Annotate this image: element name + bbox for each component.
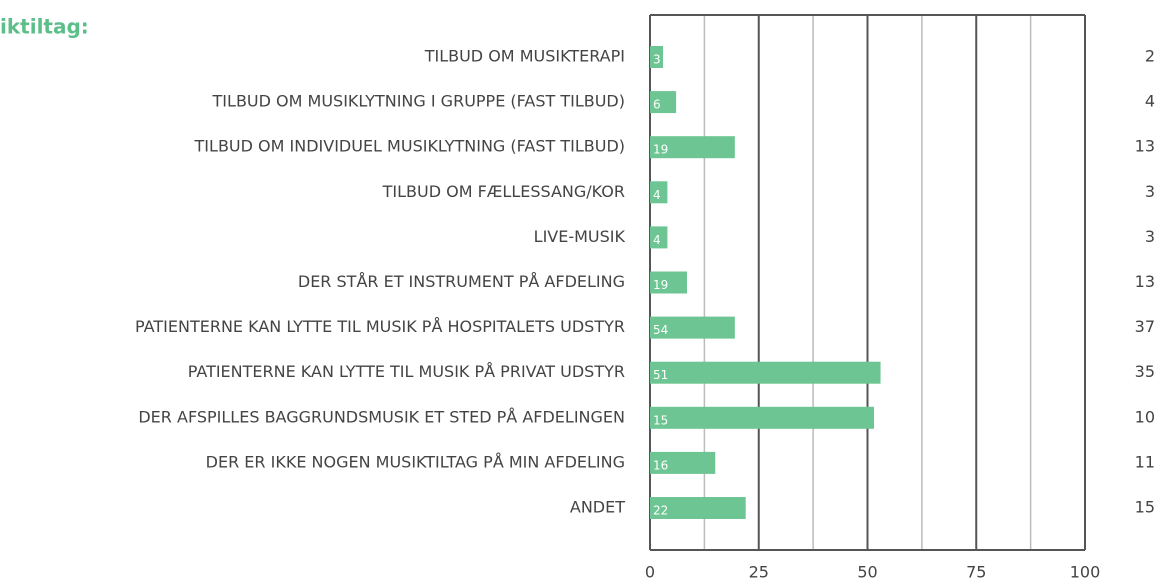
count-label: 4 (1145, 92, 1155, 111)
bar-label: 15 (653, 413, 668, 427)
bar-label: 19 (653, 143, 668, 157)
bar (650, 361, 881, 384)
bar-label: 54 (653, 323, 668, 337)
bar (650, 226, 668, 249)
bar (650, 497, 746, 519)
x-tick-label: 50 (857, 563, 877, 582)
bar-label: 22 (653, 504, 668, 518)
count-label: 10 (1135, 407, 1155, 426)
x-tick-label: 0 (645, 563, 655, 582)
chart-title: iktiltag: (0, 15, 89, 39)
bar (650, 451, 716, 474)
x-tick-label: 75 (966, 563, 986, 582)
count-label: 37 (1135, 317, 1155, 336)
category-label: LIVE-MUSIK (534, 227, 626, 246)
bar (650, 136, 735, 159)
count-label: 3 (1145, 227, 1155, 246)
bar (650, 91, 677, 114)
x-tick-label: 100 (1070, 563, 1101, 582)
count-label: 13 (1135, 137, 1155, 156)
bar (650, 316, 735, 339)
bar-label: 4 (653, 233, 661, 247)
category-label: TILBUD OM FÆLLESSANG/KOR (382, 182, 625, 201)
count-label: 2 (1145, 47, 1155, 66)
category-label: PATIENTERNE KAN LYTTE TIL MUSIK PÅ HOSPI… (135, 317, 625, 336)
bar-label: 51 (653, 368, 668, 382)
bar (650, 271, 687, 294)
bar-label: 6 (653, 98, 661, 112)
x-tick-label: 25 (749, 563, 769, 582)
count-label: 3 (1145, 182, 1155, 201)
category-label: TILBUD OM INDIVIDUEL MUSIKLYTNING (FAST … (194, 137, 625, 156)
bar-label: 19 (653, 278, 668, 292)
category-label: TILBUD OM MUSIKTERAPI (424, 47, 625, 66)
bar-label: 4 (653, 188, 661, 202)
category-label: DER ER IKKE NOGEN MUSIKTILTAG PÅ MIN AFD… (206, 452, 625, 471)
count-label: 13 (1135, 272, 1155, 291)
count-label: 15 (1135, 498, 1155, 517)
bar (650, 46, 664, 68)
category-label: TILBUD OM MUSIKLYTNING I GRUPPE (FAST TI… (212, 92, 625, 111)
bar (650, 406, 875, 429)
count-label: 35 (1135, 362, 1155, 381)
category-label: DER AFSPILLES BAGGRUNDSMUSIK ET STED PÅ … (138, 407, 625, 426)
bar-label: 3 (653, 53, 661, 67)
count-label: 11 (1135, 452, 1155, 471)
bar-label: 16 (653, 458, 668, 472)
category-label: ANDET (570, 498, 625, 517)
category-label: PATIENTERNE KAN LYTTE TIL MUSIK PÅ PRIVA… (188, 362, 625, 381)
bar (650, 181, 668, 204)
category-label: DER STÅR ET INSTRUMENT PÅ AFDELING (298, 272, 625, 291)
